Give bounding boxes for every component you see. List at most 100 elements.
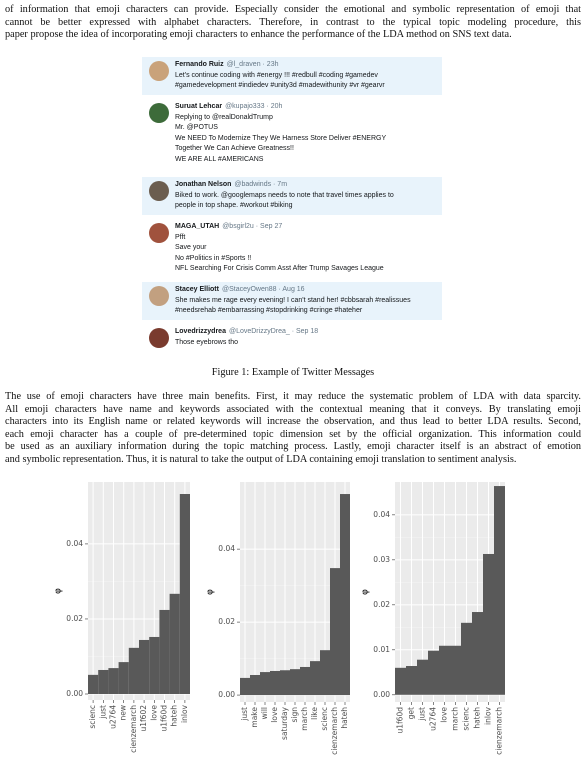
bar	[139, 639, 150, 694]
x-tick-label: get	[407, 707, 416, 719]
bar	[159, 609, 170, 694]
bar	[88, 674, 99, 694]
y-tick-label: 0.00	[66, 689, 83, 698]
bar	[280, 670, 290, 696]
tweet: Lovedrizzydrea @LoveDrizzyDrea_ · Sep 18 T…	[142, 324, 442, 351]
tweet-text: Replying to @realDonaldTrump	[175, 113, 273, 121]
bar	[395, 667, 406, 695]
tweet-text: Pfft	[175, 233, 186, 241]
x-tick-label: love	[270, 707, 279, 723]
y-tick-label: 0.03	[373, 555, 390, 564]
text-line: paper propose the idea of incorporating …	[5, 29, 512, 41]
x-tick-label: u1f602	[139, 705, 148, 732]
tweet-text: We NEED To Modernize They We Harness Sto…	[175, 134, 387, 142]
y-axis-title: φ	[206, 589, 216, 595]
bar	[472, 612, 483, 695]
y-axis-title: φ	[54, 588, 64, 594]
x-tick-label: will	[260, 707, 269, 719]
x-tick-label: just	[240, 707, 249, 722]
bar	[169, 593, 180, 694]
tweet-name: MAGA_UTAH	[175, 223, 220, 230]
bar	[250, 675, 260, 696]
tweet-handle: @StaceyOwen88 · Aug 16	[221, 286, 305, 293]
tweet: Fernando Ruiz @l_draven · 23h Let's contin…	[142, 57, 442, 95]
tweet-name: Fernando Ruiz	[175, 61, 224, 68]
tweet-name: Lovedrizzydrea	[175, 328, 226, 335]
x-tick-label: u1f60d	[160, 705, 169, 732]
x-tick-label: love	[149, 705, 158, 721]
tweet-text: WE ARE ALL #AMERICANS	[175, 155, 264, 163]
y-tick-label: 0.00	[373, 690, 390, 699]
bar	[310, 661, 320, 696]
tweet: Stacey Elliott @StaceyOwen88 · Aug 16 She …	[142, 282, 442, 320]
bar	[290, 669, 300, 696]
x-tick-label: inlov	[180, 704, 189, 723]
bar	[483, 553, 494, 695]
bar	[450, 645, 461, 695]
tweet-handle: @l_draven · 23h	[226, 61, 279, 68]
tweet-name: Suruat Lehcar	[175, 103, 223, 110]
bar	[320, 650, 330, 696]
avatar	[149, 103, 169, 123]
x-tick-label: cienzemarch	[495, 707, 504, 755]
avatar	[149, 181, 169, 201]
tweet-text: people in top shape. #workout #biking	[175, 202, 293, 209]
tweet-header: Suruat Lehcar @kupajo333 · 20h	[175, 102, 438, 113]
tweet-name: Stacey Elliott	[175, 286, 219, 293]
text-line: characters into its English name or rela…	[5, 416, 581, 428]
tweet-handle: @kupajo333 · 20h	[225, 103, 283, 110]
tweet-text: #needsrehab #embarrassing #stopdrinking …	[175, 307, 363, 314]
x-tick-label: saturday	[280, 706, 289, 740]
y-tick-label: 0.01	[373, 645, 390, 654]
x-tick-label: scienc	[320, 707, 329, 731]
x-tick-label: inlov	[484, 706, 493, 725]
bar	[118, 662, 129, 694]
bar	[406, 666, 417, 695]
tweet-header: MAGA_UTAH @bsgirl2u · Sep 27	[175, 222, 438, 233]
tweet-handle: @LoveDrizzyDrea_ · Sep 18	[228, 328, 319, 335]
text-line: each emoji character has a couple of pre…	[5, 428, 581, 440]
x-tick-label: make	[250, 707, 259, 728]
y-tick-label: 0.02	[373, 600, 390, 609]
bar	[340, 494, 350, 696]
tweet-handle: @bsgirl2u · Sep 27	[222, 223, 283, 230]
text-line: of information that emoji characters can…	[5, 4, 581, 15]
tweet-handle: @badwinds · 7m	[234, 181, 288, 188]
x-tick-label: u2764	[429, 707, 438, 731]
bar	[439, 645, 450, 695]
bar	[98, 669, 109, 694]
y-tick-label: 0.04	[373, 510, 390, 519]
text-line: cannot be better expressed with alphabet…	[5, 16, 581, 28]
x-tick-label: new	[119, 705, 128, 721]
tweet-text: Those eyebrows tho	[175, 338, 239, 346]
y-axis-title: φ	[361, 589, 371, 595]
x-tick-label: march	[451, 707, 460, 731]
tweet-text: Biked to work. @googlemaps needs to note…	[175, 191, 394, 199]
tweet-text: No #Politics in #Sports !!	[175, 254, 252, 262]
tweet: Jonathan Nelson @badwinds · 7m Biked to wo…	[142, 177, 442, 215]
bar	[428, 650, 439, 695]
y-tick-label: 0.00	[218, 690, 235, 699]
avatar	[149, 286, 169, 306]
x-tick-label: u1f60d	[396, 707, 405, 734]
bar	[300, 666, 310, 696]
tweet-text: NFL Searching For Crisis Comm Asst After…	[175, 265, 384, 272]
x-tick-label: scienc	[88, 705, 97, 729]
tweet-header: Jonathan Nelson @badwinds · 7m	[175, 180, 438, 191]
avatar	[149, 328, 169, 348]
tweet-text: Together We Can Achieve Greatness!!	[175, 145, 294, 152]
bar	[461, 622, 472, 695]
x-tick-label: march	[300, 707, 309, 731]
y-tick-label: 0.02	[66, 614, 83, 623]
text-line: The use of emoji characters have three m…	[5, 391, 581, 402]
tweet-text: Save your	[175, 244, 207, 251]
avatar	[149, 61, 169, 81]
tweet-text: #gamedevelopment #indiedev #unity3d #mad…	[175, 82, 385, 89]
tweet-name: Jonathan Nelson	[175, 181, 232, 188]
x-tick-label: like	[310, 707, 319, 720]
avatar	[149, 223, 169, 243]
intro-paragraph: of information that emoji characters can…	[5, 4, 581, 42]
text-line: All emoji characters have name and keywo…	[5, 403, 581, 415]
